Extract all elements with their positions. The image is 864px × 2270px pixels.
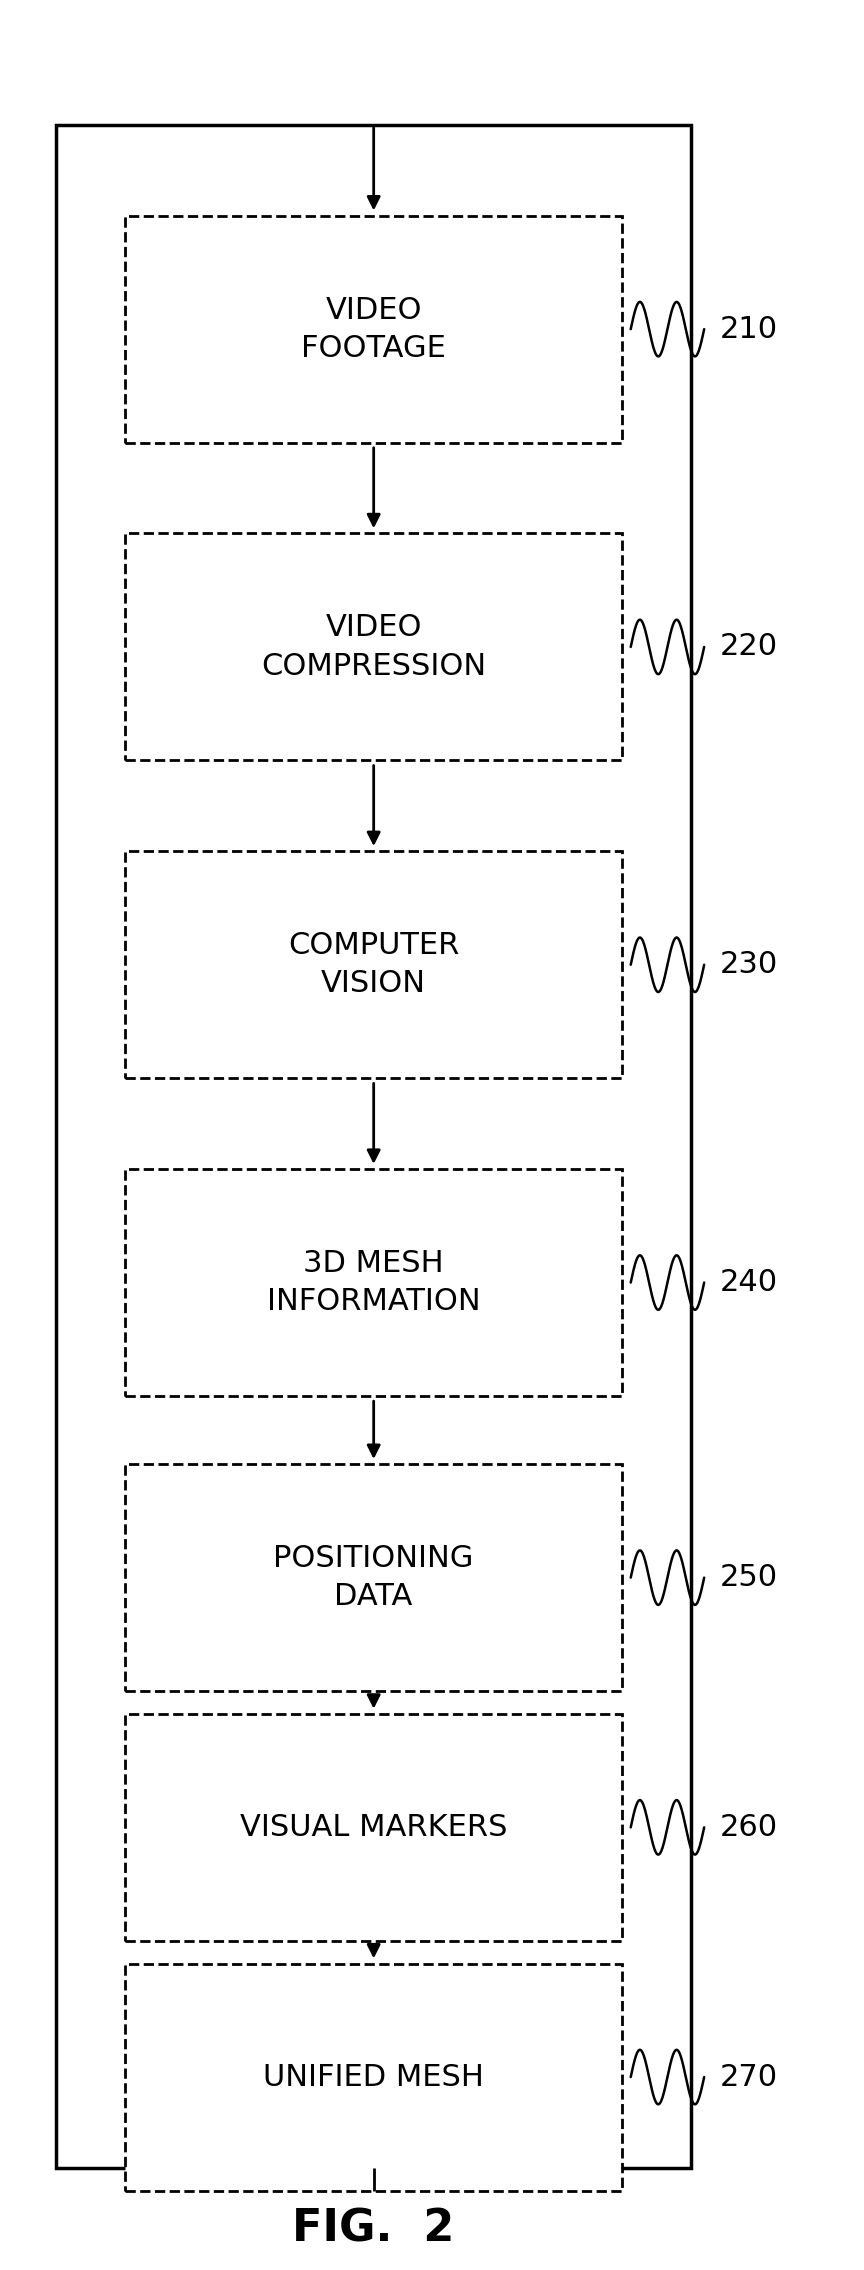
Bar [125,1964,622,2191]
Bar [125,216,622,443]
Text: 270: 270 [720,2063,778,2091]
Bar [125,533,622,760]
Bar [125,851,622,1078]
Bar [125,1714,622,1941]
Text: 250: 250 [720,1564,778,1591]
Text: VIDEO
COMPRESSION: VIDEO COMPRESSION [261,613,486,681]
Bar [56,125,691,2168]
Bar [125,1464,622,1691]
Bar [125,1169,622,1396]
Text: VISUAL MARKERS: VISUAL MARKERS [240,1814,507,1841]
Text: UNIFIED MESH: UNIFIED MESH [264,2063,484,2091]
Text: POSITIONING
DATA: POSITIONING DATA [274,1544,473,1612]
Text: 260: 260 [720,1814,778,1841]
Text: COMPUTER
VISION: COMPUTER VISION [288,931,460,999]
Text: 220: 220 [720,633,778,661]
Text: 240: 240 [720,1269,778,1296]
Text: VIDEO
FOOTAGE: VIDEO FOOTAGE [302,295,446,363]
Text: 230: 230 [720,951,778,978]
Text: 3D MESH
INFORMATION: 3D MESH INFORMATION [267,1248,480,1317]
Text: FIG.  2: FIG. 2 [293,2209,454,2250]
Text: 210: 210 [720,316,778,343]
